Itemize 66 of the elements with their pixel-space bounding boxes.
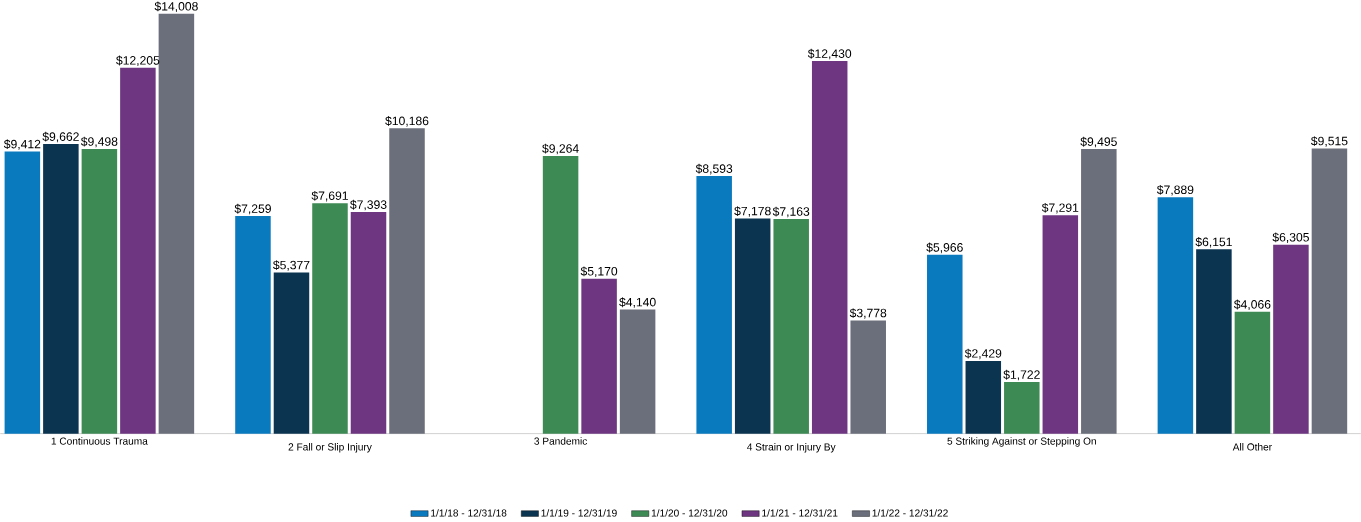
bar	[312, 203, 348, 434]
bar	[350, 212, 387, 434]
bar	[927, 254, 963, 434]
data-label: $7,291	[1041, 202, 1079, 214]
x-tick-label: 4 Strain or Injury By	[747, 443, 836, 453]
bar	[734, 218, 771, 434]
x-tick-label: All Other	[1232, 443, 1272, 451]
data-label: $10,186	[385, 116, 429, 127]
data-label: $4,140	[619, 297, 656, 308]
data-label: $1,722	[1003, 369, 1040, 381]
bar	[811, 61, 848, 434]
x-tick-label: 3 Pandemic	[534, 437, 588, 445]
data-label: $9,412	[3, 139, 41, 150]
bar	[1042, 215, 1079, 434]
bar	[235, 216, 271, 434]
legend-label: 1/1/18 - 12/31/18	[431, 509, 507, 517]
bar	[1004, 382, 1040, 434]
legend-label: 1/1/22 - 12/31/22	[872, 509, 948, 517]
bar	[696, 176, 732, 434]
bar	[1081, 149, 1117, 434]
bar	[850, 320, 886, 434]
data-label: $7,889	[1156, 184, 1194, 196]
data-label: $9,264	[542, 143, 579, 155]
bar	[81, 148, 118, 434]
data-label: $9,515	[1310, 136, 1348, 147]
bar	[43, 144, 79, 434]
legend-label: 1/1/20 - 12/31/20	[651, 509, 728, 517]
bar	[1311, 148, 1348, 434]
bar	[389, 128, 425, 434]
bar	[619, 309, 656, 434]
data-label: $7,259	[234, 203, 271, 215]
bar	[1157, 197, 1194, 434]
bar	[4, 151, 41, 434]
data-label: $2,429	[964, 348, 1002, 360]
bar	[965, 360, 1002, 434]
data-label: $3,778	[849, 308, 887, 319]
bar	[120, 67, 156, 434]
x-tick-label: 5 Striking Against or Stepping On	[947, 437, 1096, 447]
data-label: $9,498	[80, 136, 118, 148]
x-tick-label: 1 Continuous Trauma	[51, 437, 148, 445]
bar	[158, 13, 195, 434]
data-label: $8,593	[695, 163, 733, 175]
data-label: $9,495	[1080, 136, 1117, 148]
legend-label: 1/1/21 - 12/31/21	[762, 509, 838, 517]
data-label: $7,163	[772, 206, 810, 218]
bar	[1234, 311, 1271, 434]
data-label: $7,691	[311, 190, 348, 202]
data-label: $6,151	[1195, 237, 1232, 248]
bar	[542, 155, 579, 434]
data-label: $7,178	[734, 206, 771, 217]
data-label: $4,066	[1233, 299, 1271, 311]
bar	[1273, 244, 1309, 434]
data-label: $7,393	[350, 199, 387, 211]
bar	[581, 278, 617, 434]
bar	[1196, 249, 1232, 434]
data-label: $5,377	[273, 260, 310, 271]
data-label: $5,966	[926, 242, 963, 254]
data-label: $9,662	[42, 131, 79, 143]
bar	[773, 218, 809, 434]
data-label: $6,305	[1272, 232, 1309, 243]
bar	[273, 272, 310, 434]
data-label: $12,430	[807, 48, 852, 60]
legend-label: 1/1/19 - 12/31/19	[541, 509, 617, 517]
data-label: $14,008	[154, 1, 198, 13]
data-label: $5,170	[580, 266, 618, 277]
x-tick-label: 2 Fall or Slip Injury	[288, 443, 372, 453]
